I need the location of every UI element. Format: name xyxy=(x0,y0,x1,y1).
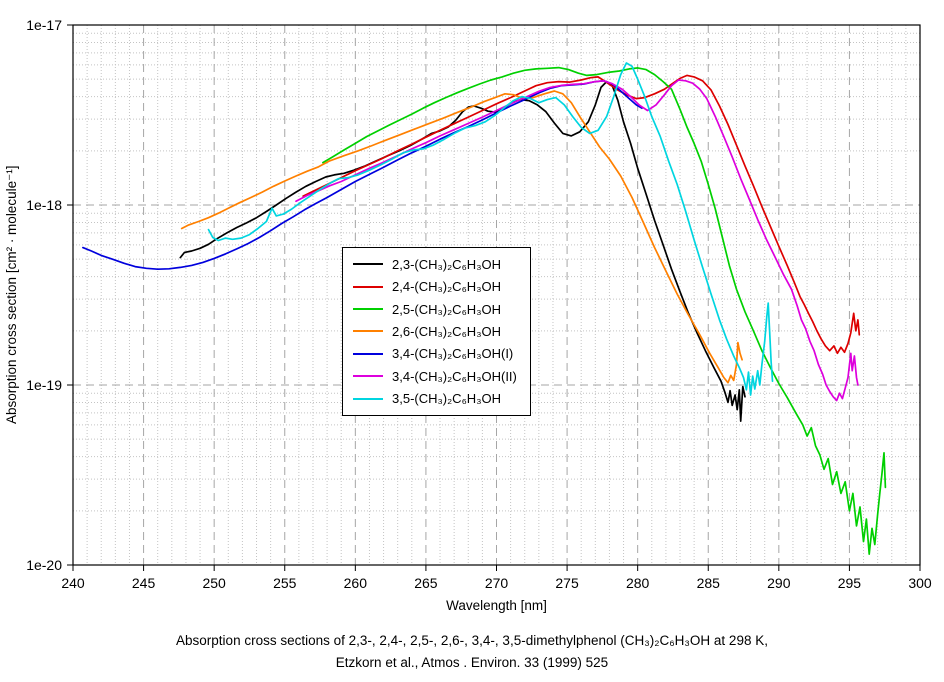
y-tick-label: 1e-18 xyxy=(26,197,62,213)
legend-line-sample xyxy=(353,330,383,333)
x-tick-label: 275 xyxy=(555,575,579,591)
x-tick-label: 280 xyxy=(626,575,650,591)
legend-line-sample xyxy=(353,397,383,400)
legend-item-label: 3,4-(CH₃)₂C₆H₃OH(I) xyxy=(392,346,514,362)
legend-item: 2,5-(CH₃)₂C₆H₃OH xyxy=(353,299,530,320)
legend-item: 2,6-(CH₃)₂C₆H₃OH xyxy=(353,321,530,342)
legend-item-label: 3,5-(CH₃)₂C₆H₃OH xyxy=(392,391,501,407)
legend-item: 3,5-(CH₃)₂C₆H₃OH xyxy=(353,388,530,409)
series-line-4 xyxy=(82,79,643,271)
x-tick-label: 270 xyxy=(485,575,509,591)
series-line-2 xyxy=(322,66,887,555)
y-axis-title: Absorption cross section [cm² · molecule… xyxy=(4,165,19,425)
caption-line-2: Etzkorn et al., Atmos . Environ. 33 (199… xyxy=(335,655,609,670)
legend-box: 2,3-(CH₃)₂C₆H₃OH 2,4-(CH₃)₂C₆H₃OH 2,5-(CH₃… xyxy=(342,247,531,416)
legend-item-label: 2,5-(CH₃)₂C₆H₃OH xyxy=(392,301,501,317)
y-tick-label: 1e-17 xyxy=(26,17,62,33)
legend-item-label: 3,4-(CH₃)₂C₆H₃OH(II) xyxy=(392,368,517,384)
series-line-1 xyxy=(302,74,861,355)
x-tick-label: 260 xyxy=(344,575,368,591)
x-tick-label: 295 xyxy=(838,575,862,591)
figure-caption: Absorption cross sections of 2,3-, 2,4-,… xyxy=(0,630,944,674)
x-tick-label: 245 xyxy=(132,575,156,591)
legend-item-label: 2,4-(CH₃)₂C₆H₃OH xyxy=(392,279,501,295)
x-tick-label: 265 xyxy=(414,575,438,591)
legend-item: 3,4-(CH₃)₂C₆H₃OH(I) xyxy=(353,343,530,364)
legend-item-label: 2,6-(CH₃)₂C₆H₃OH xyxy=(392,323,501,339)
legend-line-sample xyxy=(353,375,383,378)
x-tick-label: 290 xyxy=(767,575,791,591)
x-tick-label: 285 xyxy=(697,575,721,591)
x-tick-label: 300 xyxy=(908,575,932,591)
legend-line-sample xyxy=(353,308,383,311)
series-line-5 xyxy=(295,79,859,402)
y-tick-label: 1e-19 xyxy=(26,377,62,393)
legend-item: 2,3-(CH₃)₂C₆H₃OH xyxy=(353,254,530,275)
series-line-6 xyxy=(207,62,774,396)
legend-item: 2,4-(CH₃)₂C₆H₃OH xyxy=(353,276,530,297)
legend-item-label: 2,3-(CH₃)₂C₆H₃OH xyxy=(392,256,501,272)
x-tick-label: 240 xyxy=(61,575,85,591)
legend-item: 3,4-(CH₃)₂C₆H₃OH(II) xyxy=(353,366,530,387)
y-tick-label: 1e-20 xyxy=(26,557,62,573)
legend-line-sample xyxy=(353,285,383,288)
x-tick-label: 250 xyxy=(202,575,226,591)
legend-line-sample xyxy=(353,263,383,266)
x-tick-label: 255 xyxy=(273,575,297,591)
caption-line-1: Absorption cross sections of 2,3-, 2,4-,… xyxy=(176,633,768,648)
legend-line-sample xyxy=(353,352,383,355)
series-line-3 xyxy=(180,90,743,384)
x-axis-title: Wavelength [nm] xyxy=(446,598,547,613)
